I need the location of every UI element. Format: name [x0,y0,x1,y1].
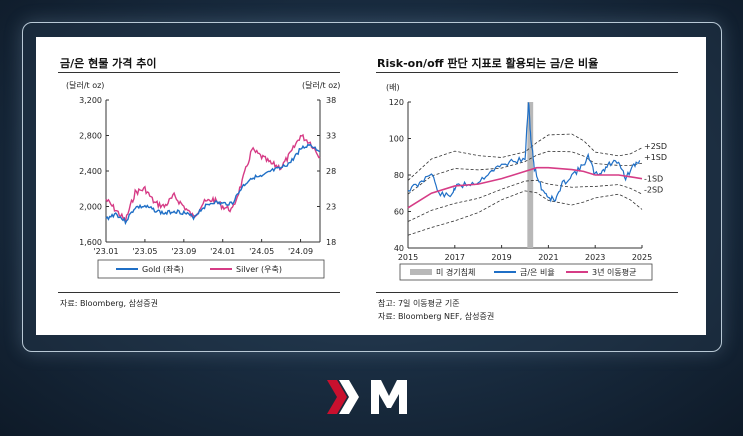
band-minus-2sd [407,190,643,236]
x-tick-label: 2021 [538,253,558,262]
x-tick-label: '23.01 [93,247,118,256]
legend-gold-label: Gold (좌축) [142,265,184,274]
right-basis-note: 참고: 7일 이동평균 기준 [378,299,460,308]
legend-recession-label: 미 경기침체 [436,267,475,277]
legend-ma-label: 3년 이동평균 [592,267,636,277]
y-right-tick-label: 18 [326,238,336,247]
band-label: -2SD [644,186,663,195]
y-unit: (배) [386,83,400,92]
legend-box [399,263,653,281]
y-left-tick-label: 1,600 [79,238,102,247]
x-tick-label: '24.05 [249,247,274,256]
y-left-tick-label: 2,000 [79,203,102,212]
xm-logo [327,380,407,414]
x-tick-label: 2017 [445,253,465,262]
y-tick-label: 100 [389,135,404,144]
left-title-rule [58,72,340,73]
left-chart: (달러/t oz) (달러/t oz) 3,200 2,800 2,400 2,000 1,… [66,81,340,279]
y-right-tick-label: 33 [326,132,336,141]
legend-silver-label: Silver (우축) [236,265,282,274]
y-right-tick-label: 38 [326,96,336,105]
y-tick-label: 60 [394,208,404,217]
x-tick-label: 2023 [585,253,605,262]
right-title-rule [376,72,678,73]
right-source-note: 자료: Bloomberg NEF, 삼성증권 [378,312,495,321]
band-label: -1SD [644,175,663,184]
legend-ratio-label: 금/은 비율 [520,268,555,277]
y-left-tick-label: 2,800 [79,132,102,141]
band-label: +2SD [644,142,667,151]
right-bottom-rule [376,292,678,293]
ratio-series-line [407,102,641,203]
x-tick-label: '24.09 [288,247,313,256]
silver-series-line [105,133,321,222]
x-tick-label: '23.05 [132,247,157,256]
band-label: +1SD [644,153,667,162]
band-plus-1sd [407,150,643,195]
y-right-tick-label: 28 [326,167,336,176]
gold-series-line [105,143,321,226]
y-left-tick-label: 3,200 [79,96,102,105]
y-tick-label: 40 [394,244,404,253]
y-right-tick-label: 23 [326,203,336,212]
band-plus-2sd [407,133,643,181]
content-panel [36,37,706,335]
left-y-unit: (달러/t oz) [66,81,104,90]
right-chart-title: Risk-on/off 판단 지표로 활용되는 금/은 비율 [377,57,599,70]
left-bottom-rule [58,292,340,293]
y-tick-label: 80 [394,171,404,180]
left-chart-title: 금/은 현물 가격 추이 [60,57,157,70]
y-tick-label: 120 [389,98,404,107]
x-tick-label: '24.01 [210,247,235,256]
y-left-tick-label: 2,400 [79,167,102,176]
right-y-unit: (달러/t oz) [302,81,340,90]
recession-bar [527,102,534,248]
legend-recession-swatch [410,269,432,275]
x-tick-label: '23.09 [171,247,196,256]
left-source-note: 자료: Bloomberg, 삼성증권 [60,299,159,308]
ma-series-line [407,166,643,209]
x-tick-label: 2025 [632,253,652,262]
x-tick-label: 2019 [491,253,511,262]
x-tick-label: 2015 [398,253,418,262]
band-minus-1sd [407,179,643,222]
